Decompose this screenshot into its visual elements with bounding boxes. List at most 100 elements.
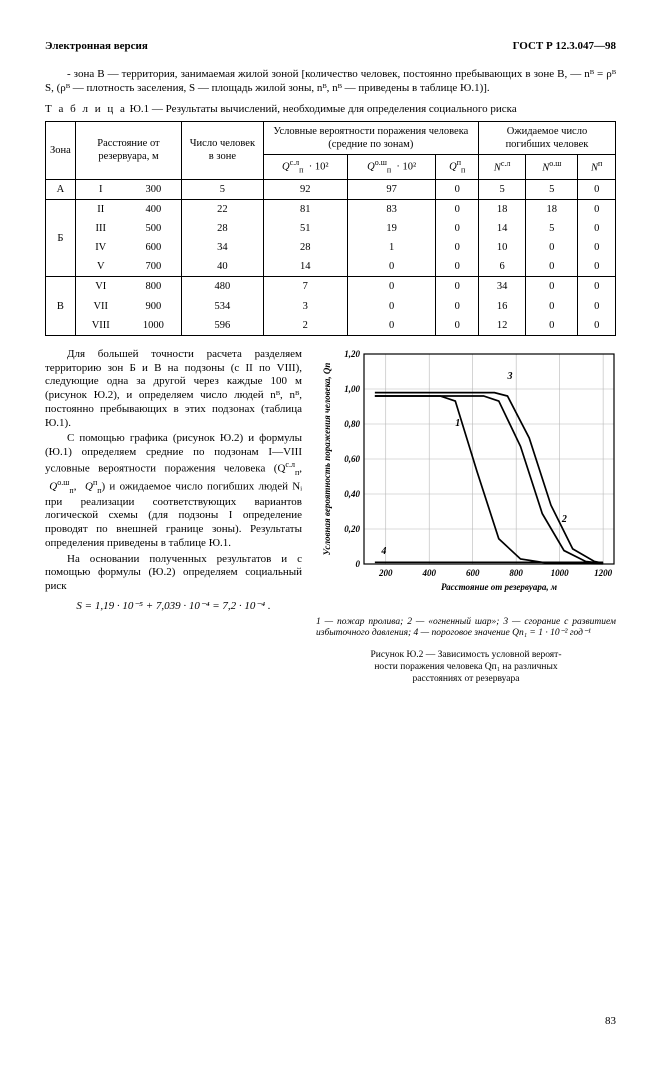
table-yu1: Зона Расстояние от резервуара, м Число ч… xyxy=(45,121,616,336)
cell: VIII xyxy=(75,316,125,336)
th-dist: Расстояние от резервуара, м xyxy=(75,122,181,180)
cell: 2 xyxy=(263,316,347,336)
cell: 500 xyxy=(126,219,182,238)
th-q1: Qс.лп · 10² xyxy=(263,155,347,180)
cell: 0 xyxy=(578,316,616,336)
header-left: Электронная версия xyxy=(45,40,148,54)
cell: 0 xyxy=(578,238,616,257)
th-cond: Условные вероятности поражения человека … xyxy=(263,122,478,155)
th-people: Число человек в зоне xyxy=(182,122,264,180)
svg-text:0,80: 0,80 xyxy=(344,419,360,429)
table-row: VII9005343001600 xyxy=(46,297,616,316)
th-zone: Зона xyxy=(46,122,76,180)
cell: 5 xyxy=(526,179,578,199)
cell: 596 xyxy=(182,316,264,336)
cell: 0 xyxy=(436,297,478,316)
th-q3: Qпп xyxy=(436,155,478,180)
cell-zone: Б xyxy=(46,199,76,277)
cell: 34 xyxy=(182,238,264,257)
table-row: III50028511901450 xyxy=(46,219,616,238)
th-n2: Nо.ш xyxy=(526,155,578,180)
cell: 0 xyxy=(578,199,616,219)
cell: III xyxy=(75,219,125,238)
cell: 34 xyxy=(478,277,525,297)
svg-text:Расстояние от резервуара, м: Расстояние от резервуара, м xyxy=(441,582,557,592)
svg-text:2: 2 xyxy=(561,514,567,525)
page-number: 83 xyxy=(45,1015,616,1029)
cell: 700 xyxy=(126,257,182,277)
svg-text:1,20: 1,20 xyxy=(344,349,360,359)
body-p2: С помощью графика (рисунок Ю.2) и формул… xyxy=(45,432,302,550)
svg-text:1,00: 1,00 xyxy=(344,384,360,394)
cell: 0 xyxy=(347,297,436,316)
cell: 0 xyxy=(526,257,578,277)
svg-text:800: 800 xyxy=(509,568,523,578)
formula: S = 1,19 · 10⁻⁵ + 7,039 · 10⁻⁴ = 7,2 · 1… xyxy=(45,600,302,614)
cell: 28 xyxy=(182,219,264,238)
table-row: VIII10005962001200 xyxy=(46,316,616,336)
cell: 300 xyxy=(126,179,182,199)
svg-text:3: 3 xyxy=(506,371,512,382)
th-n1: Nс.л xyxy=(478,155,525,180)
cell-zone: А xyxy=(46,179,76,199)
svg-text:Условная вероятность поражения: Условная вероятность поражения человека,… xyxy=(322,362,332,555)
cell: 0 xyxy=(436,277,478,297)
svg-text:0,20: 0,20 xyxy=(344,524,360,534)
cell: 0 xyxy=(578,179,616,199)
th-n3: Nп xyxy=(578,155,616,180)
cell: 28 xyxy=(263,238,347,257)
table-row: IV6003428101000 xyxy=(46,238,616,257)
chart-caption: Рисунок Ю.2 — Зависимость условной вероя… xyxy=(316,650,616,686)
table-title: Т а б л и ц а Ю.1 — Результаты вычислени… xyxy=(45,103,616,117)
table-row: V700401400600 xyxy=(46,257,616,277)
cell: 0 xyxy=(578,297,616,316)
cell: V xyxy=(75,257,125,277)
cell: 22 xyxy=(182,199,264,219)
svg-text:1: 1 xyxy=(455,418,460,429)
th-exp: Ожидаемое число погибших человек xyxy=(478,122,615,155)
cell: 0 xyxy=(436,257,478,277)
cell: 83 xyxy=(347,199,436,219)
cell: 0 xyxy=(347,257,436,277)
cell: 92 xyxy=(263,179,347,199)
cell: 600 xyxy=(126,238,182,257)
cell: 0 xyxy=(578,277,616,297)
cell: 16 xyxy=(478,297,525,316)
cell: 18 xyxy=(478,199,525,219)
cell: 900 xyxy=(126,297,182,316)
cell-zone: В xyxy=(46,277,76,335)
cell: VI xyxy=(75,277,125,297)
cell: 97 xyxy=(347,179,436,199)
table-row: АI300592970550 xyxy=(46,179,616,199)
body-p3: На основании полученных результатов и с … xyxy=(45,553,302,594)
cell: 18 xyxy=(526,199,578,219)
cell: 0 xyxy=(578,257,616,277)
th-q2: Qо.шп · 10² xyxy=(347,155,436,180)
chart-column: 00,200,400,600,801,001,20200400600800100… xyxy=(316,346,616,695)
cell: 400 xyxy=(126,199,182,219)
cell: II xyxy=(75,199,125,219)
table-row: ВVI8004807003400 xyxy=(46,277,616,297)
table-row: БII400228183018180 xyxy=(46,199,616,219)
cell: 0 xyxy=(578,219,616,238)
cell: 0 xyxy=(436,238,478,257)
svg-text:400: 400 xyxy=(421,568,436,578)
cell: 5 xyxy=(478,179,525,199)
cell: 0 xyxy=(347,316,436,336)
cell: I xyxy=(75,179,125,199)
cell: VII xyxy=(75,297,125,316)
cell: 81 xyxy=(263,199,347,219)
cell: 51 xyxy=(263,219,347,238)
cell: 0 xyxy=(436,179,478,199)
svg-text:1000: 1000 xyxy=(551,568,570,578)
cell: 0 xyxy=(526,297,578,316)
cell: 0 xyxy=(526,238,578,257)
cell: 5 xyxy=(182,179,264,199)
svg-text:600: 600 xyxy=(466,568,480,578)
cell: 800 xyxy=(126,277,182,297)
svg-text:1200: 1200 xyxy=(594,568,613,578)
svg-text:4: 4 xyxy=(380,546,386,557)
cell: 3 xyxy=(263,297,347,316)
svg-text:0,40: 0,40 xyxy=(344,489,360,499)
cell: 0 xyxy=(526,316,578,336)
